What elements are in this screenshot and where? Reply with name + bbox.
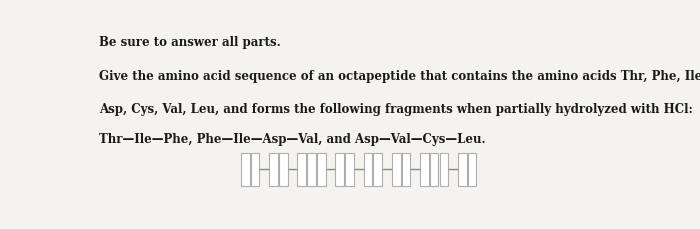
Text: Asp, Cys, Val, Leu, and forms the following fragments when partially hydrolyzed : Asp, Cys, Val, Leu, and forms the follow… bbox=[99, 103, 693, 116]
Text: Be sure to answer all parts.: Be sure to answer all parts. bbox=[99, 36, 281, 49]
Bar bbox=[307, 153, 316, 186]
Bar bbox=[345, 153, 354, 186]
Bar bbox=[440, 153, 448, 186]
Bar bbox=[373, 153, 382, 186]
Bar bbox=[317, 153, 326, 186]
Bar bbox=[298, 153, 306, 186]
Text: Give the amino acid sequence of an octapeptide that contains the amino acids Thr: Give the amino acid sequence of an octap… bbox=[99, 70, 700, 83]
Bar bbox=[392, 153, 400, 186]
Bar bbox=[420, 153, 428, 186]
Bar bbox=[402, 153, 410, 186]
Bar bbox=[363, 153, 372, 186]
Bar bbox=[251, 153, 260, 186]
Text: Thr—Ile—Phe, Phe—Ile—Asp—Val, and Asp—Val—Cys—Leu.: Thr—Ile—Phe, Phe—Ile—Asp—Val, and Asp—Va… bbox=[99, 133, 486, 146]
Bar bbox=[270, 153, 278, 186]
Bar bbox=[458, 153, 467, 186]
Bar bbox=[468, 153, 477, 186]
Bar bbox=[430, 153, 438, 186]
Bar bbox=[279, 153, 288, 186]
Bar bbox=[335, 153, 344, 186]
Bar bbox=[241, 153, 250, 186]
